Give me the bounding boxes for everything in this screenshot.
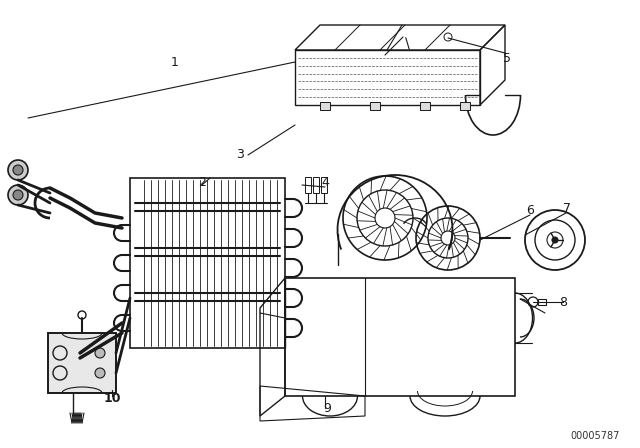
Text: 3: 3 (236, 148, 244, 161)
Bar (460, 102, 470, 110)
Text: 8: 8 (559, 297, 567, 310)
Bar (48, 333, 116, 393)
Circle shape (13, 190, 23, 200)
Bar (320, 102, 330, 110)
Circle shape (13, 165, 23, 175)
Text: 6: 6 (526, 203, 534, 216)
Text: 1: 1 (171, 56, 179, 69)
Bar (321, 177, 327, 193)
Text: 9: 9 (323, 401, 331, 414)
Text: 5: 5 (503, 52, 511, 65)
Circle shape (8, 160, 28, 180)
Text: 00005787: 00005787 (570, 431, 620, 441)
Text: 4: 4 (321, 176, 329, 189)
Bar (130, 178, 285, 348)
Circle shape (95, 368, 105, 378)
Bar (313, 177, 319, 193)
Text: 2: 2 (198, 177, 206, 190)
Bar (420, 102, 430, 110)
Text: 7: 7 (563, 202, 571, 215)
Text: 10: 10 (103, 392, 121, 405)
Bar (48, 333, 116, 393)
Bar (370, 102, 380, 110)
Circle shape (8, 185, 28, 205)
Circle shape (95, 348, 105, 358)
Bar (538, 299, 546, 305)
Bar (305, 177, 311, 193)
Circle shape (552, 237, 558, 243)
